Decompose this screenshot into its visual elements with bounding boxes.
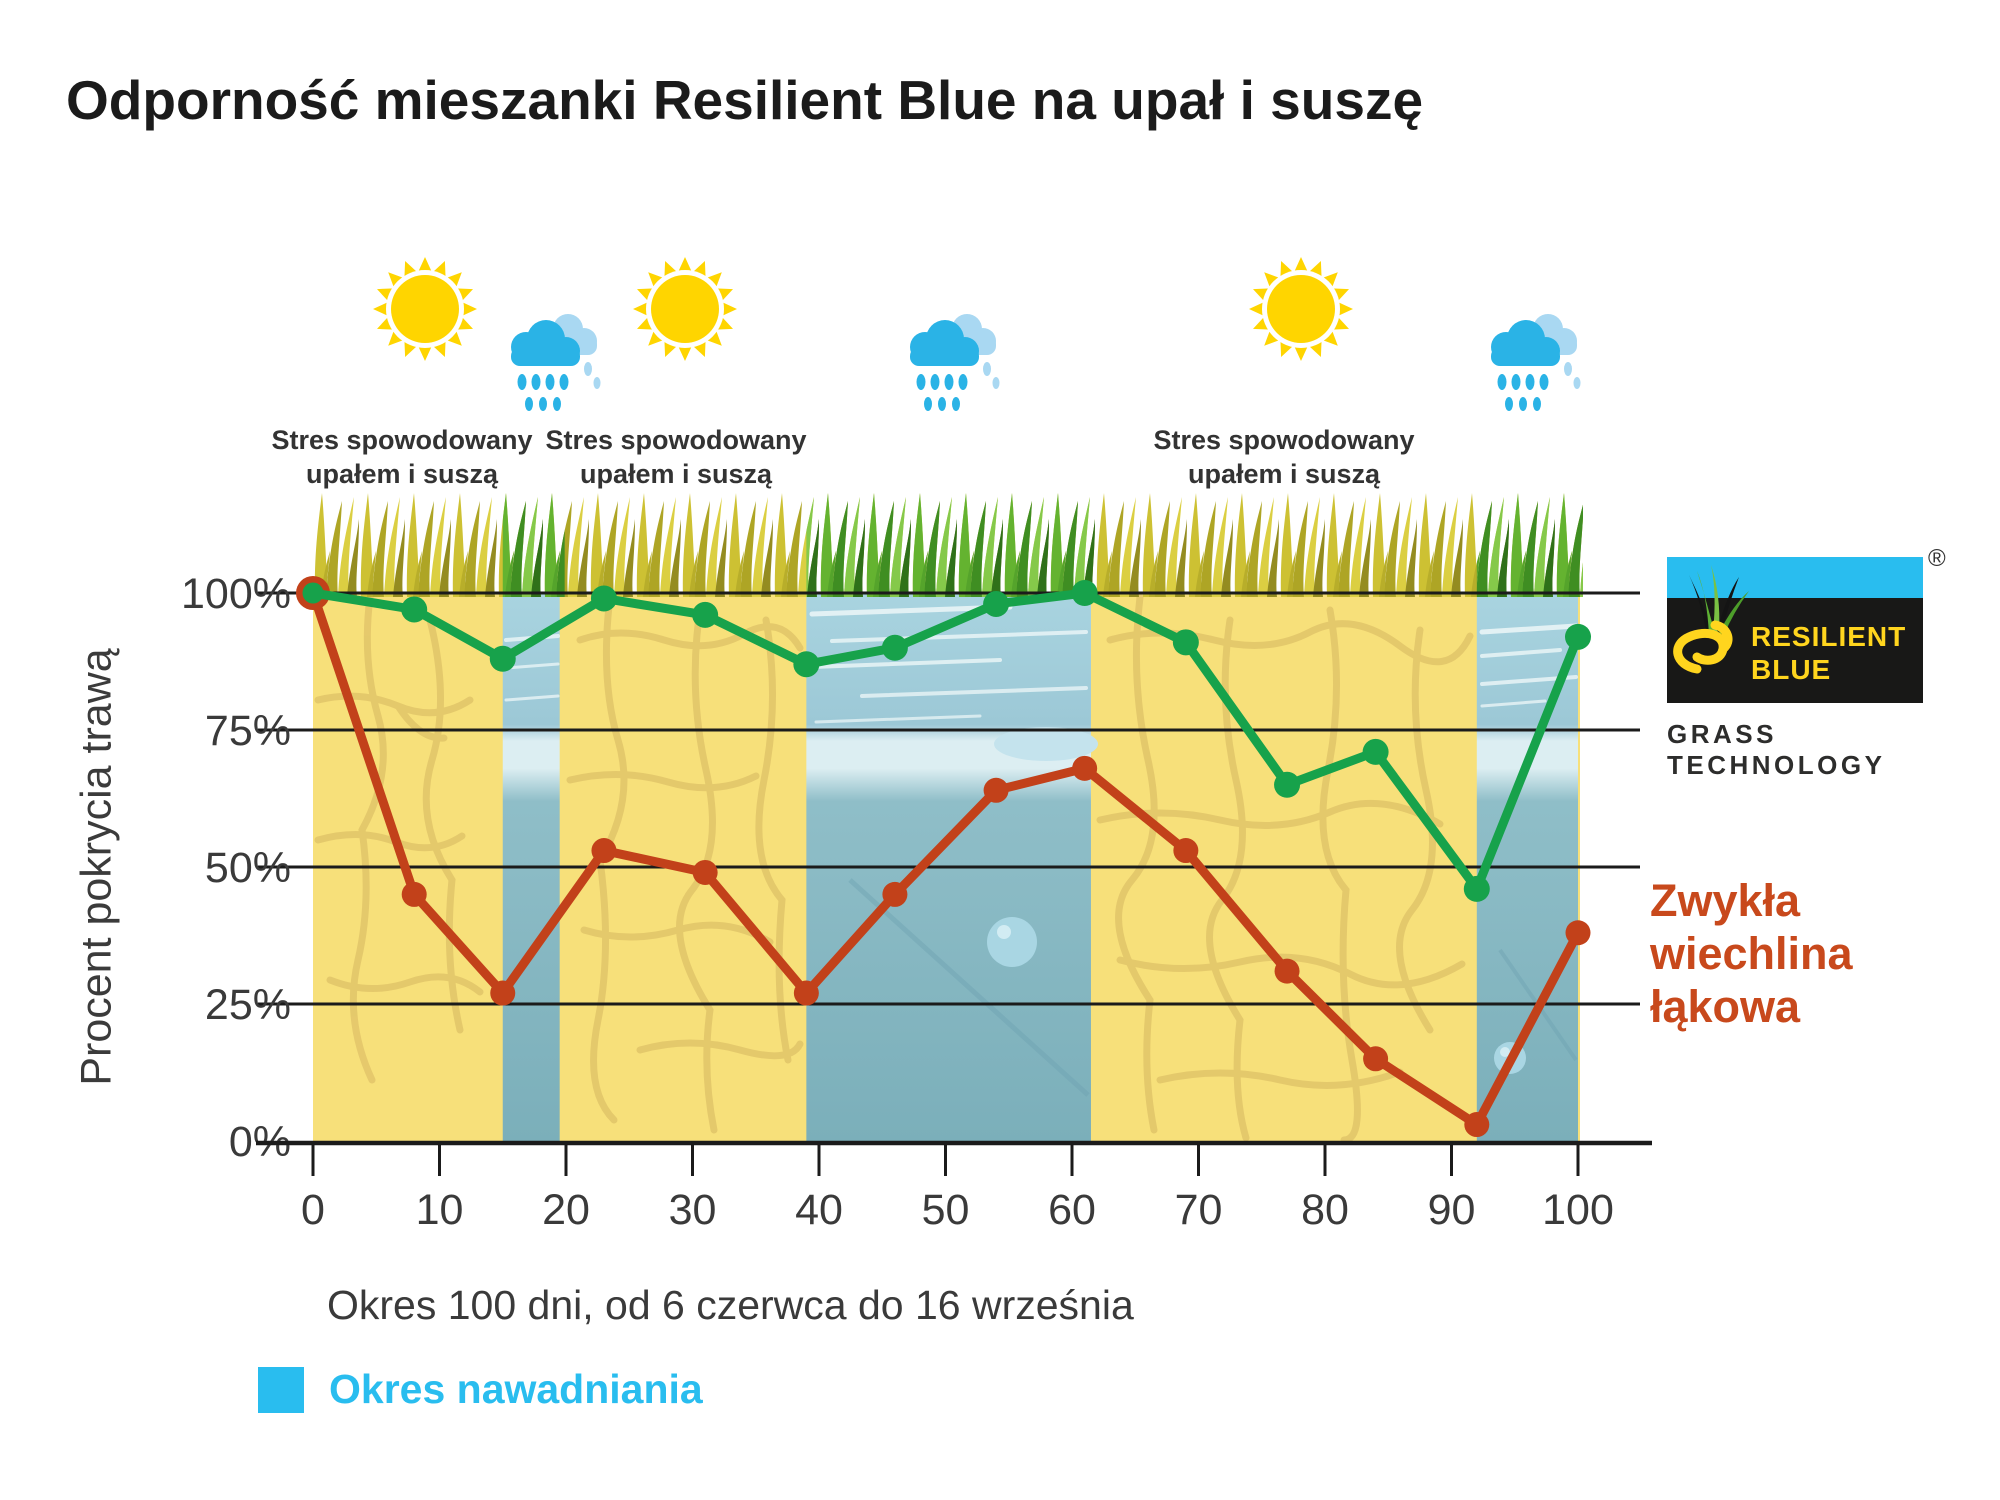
data-point <box>793 651 820 678</box>
data-point <box>692 859 718 885</box>
x-tick-label: 30 <box>669 1186 717 1234</box>
data-point <box>793 980 819 1006</box>
data-point <box>882 881 908 907</box>
data-point <box>591 838 617 864</box>
x-tick-label: 70 <box>1175 1186 1223 1234</box>
data-point <box>1071 580 1098 606</box>
lush-grass-segment <box>1476 485 1583 597</box>
x-tick-label: 60 <box>1048 1186 1096 1234</box>
logo-subtitle: GRASS TECHNOLOGY <box>1667 719 1886 780</box>
data-point <box>881 634 908 661</box>
data-point <box>489 645 516 672</box>
water-highlight <box>994 727 1098 761</box>
data-point <box>1072 755 1098 781</box>
y-tick-label: 75% <box>205 707 291 755</box>
series-label-common-bluegrass: Zwykła wiechlina łąkowa <box>1650 874 2000 1033</box>
data-point <box>1362 738 1389 765</box>
data-point <box>490 980 516 1006</box>
stress-annotation: Stres spowodowany upałem i suszą <box>511 424 841 492</box>
logo-cyan-band <box>1667 557 1923 598</box>
sun-icon <box>373 257 477 361</box>
x-tick-label: 10 <box>416 1186 464 1234</box>
x-axis-caption: Okres 100 dni, od 6 czerwca do 16 wrześn… <box>327 1282 1134 1328</box>
legend: Okres nawadniania <box>258 1366 703 1413</box>
data-point <box>1363 1046 1389 1072</box>
series-resilient-blue <box>302 580 1591 902</box>
rain-cloud-icon <box>1491 314 1581 411</box>
series-line <box>308 588 1583 1130</box>
data-point <box>692 601 719 628</box>
logo-wordmark-line1: RESILIENT <box>1751 621 1907 652</box>
data-point <box>401 596 428 623</box>
x-tick-label: 40 <box>795 1186 843 1234</box>
stress-line1: Stres spowodowany <box>545 425 807 455</box>
watering-period-swatch <box>258 1366 304 1413</box>
stress-line2: upałem i suszą <box>579 458 773 489</box>
lush-grass-segment <box>806 485 1096 597</box>
x-tick-label: 80 <box>1301 1186 1349 1234</box>
series-common-bluegrass <box>296 576 1591 1138</box>
sun-icon <box>633 257 737 361</box>
x-tick-label: 90 <box>1428 1186 1476 1234</box>
data-point <box>1565 623 1591 650</box>
stress-annotation: Stres spowodowany upałem i suszą <box>237 424 567 492</box>
stress-line2: upałem i suszą <box>1187 458 1381 489</box>
series-label-line1: Zwykła <box>1650 875 1801 926</box>
y-tick-label: 50% <box>205 844 291 892</box>
data-point <box>1565 920 1591 946</box>
y-tick-label: 100% <box>181 570 291 618</box>
bubble <box>987 917 1037 967</box>
stress-line1: Stres spowodowany <box>1153 425 1415 455</box>
data-point <box>983 590 1010 617</box>
data-point <box>401 881 427 907</box>
x-tick-label: 20 <box>542 1186 590 1234</box>
data-point <box>983 777 1009 803</box>
data-point <box>1463 875 1490 902</box>
stress-annotation: Stres spowodowany upałem i suszą <box>1119 424 1449 492</box>
sun-icon <box>1249 257 1353 361</box>
resilient-blue-logo: RESILIENT BLUE <box>1667 557 1923 703</box>
page-title: Odporność mieszanki Resilient Blue na up… <box>66 69 1424 131</box>
series-line <box>308 588 1583 894</box>
data-point <box>1464 1112 1490 1138</box>
x-tick-label: 0 <box>301 1186 325 1234</box>
data-point <box>1172 629 1199 656</box>
data-point <box>1274 958 1300 984</box>
x-tick-label: 100 <box>1542 1186 1614 1234</box>
logo-wordmark-line2: BLUE <box>1751 654 1832 685</box>
data-point <box>1274 771 1301 798</box>
legend-label: Okres nawadniania <box>329 1366 703 1412</box>
data-point <box>1173 838 1199 864</box>
stress-line1: Stres spowodowany <box>271 425 533 455</box>
water-streaks <box>504 604 1579 1097</box>
y-tick-label: 25% <box>205 981 291 1029</box>
rain-cloud-icon <box>511 314 601 411</box>
data-point <box>302 582 324 604</box>
stress-line2: upałem i suszą <box>305 458 499 489</box>
grass-strip <box>313 485 1583 597</box>
data-point <box>590 585 617 612</box>
rain-cloud-icon <box>910 314 1000 411</box>
series-label-line2: wiechlina łąkowa <box>1650 928 1853 1033</box>
crack-texture <box>314 593 1474 1144</box>
grass-sprout-icon <box>1673 565 1749 674</box>
registered-trademark-symbol: ® <box>1928 545 1946 572</box>
lush-grass-segment <box>502 485 565 597</box>
x-tick-label: 50 <box>922 1186 970 1234</box>
